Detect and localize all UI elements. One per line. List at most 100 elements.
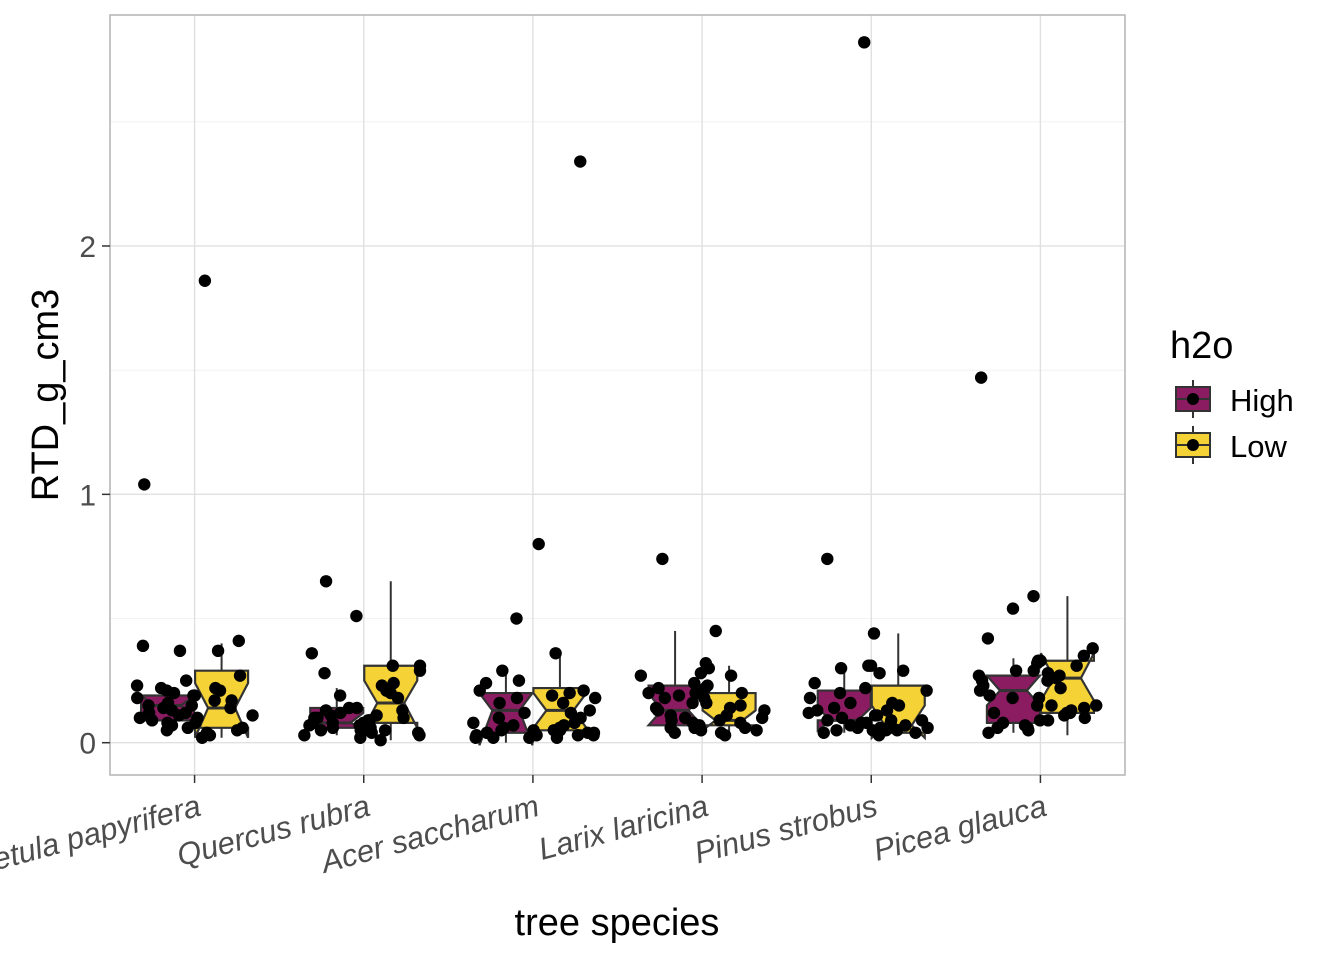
- data-point: [834, 662, 848, 675]
- data-point: [981, 632, 995, 645]
- data-point: [326, 721, 340, 735]
- data-point: [678, 711, 692, 725]
- data-point: [1090, 699, 1103, 712]
- data-point: [868, 709, 882, 722]
- y-tick-label: 1: [79, 479, 96, 512]
- gridlines: [110, 15, 1125, 775]
- data-point: [734, 716, 747, 730]
- data-point: [350, 609, 363, 623]
- data-point: [974, 371, 988, 384]
- data-point: [232, 634, 245, 648]
- data-point: [649, 701, 663, 715]
- data-point: [873, 666, 886, 680]
- data-point: [701, 679, 714, 692]
- data-point: [185, 699, 199, 712]
- data-point: [311, 711, 324, 725]
- data-point: [723, 701, 737, 715]
- x-tick-label: Larix laricina: [535, 788, 712, 867]
- data-point: [583, 704, 596, 717]
- data-point: [179, 674, 193, 687]
- data-point: [833, 686, 847, 700]
- data-point: [1034, 654, 1047, 667]
- data-point: [1027, 589, 1040, 603]
- data-point: [983, 689, 996, 702]
- data-point: [688, 676, 701, 690]
- data-point: [246, 709, 259, 722]
- data-point: [413, 729, 426, 742]
- data-point: [830, 724, 843, 737]
- data-point: [378, 724, 392, 737]
- data-point: [208, 694, 221, 707]
- data-point: [835, 711, 849, 725]
- legend-entry-low: Low: [1175, 426, 1287, 464]
- data-point: [138, 478, 151, 491]
- data-point: [233, 669, 247, 682]
- data-point: [1045, 699, 1058, 712]
- data-point: [1032, 691, 1046, 705]
- data-point: [896, 664, 910, 677]
- legend-entry-high: High: [1175, 380, 1294, 418]
- data-point: [314, 724, 328, 737]
- data-point: [1086, 642, 1099, 655]
- data-point: [492, 711, 506, 725]
- data-point: [161, 716, 174, 730]
- data-point: [1077, 701, 1091, 715]
- data-point: [808, 676, 821, 690]
- data-point: [1006, 602, 1020, 615]
- legend-title: h2o: [1170, 325, 1233, 367]
- data-point: [755, 711, 769, 725]
- data-point: [203, 729, 217, 742]
- data-point: [574, 711, 587, 725]
- y-tick-label: 0: [79, 728, 96, 761]
- data-point: [700, 696, 713, 710]
- data-point: [688, 721, 701, 735]
- data-point: [1054, 681, 1067, 695]
- data-point: [225, 694, 238, 707]
- data-point: [699, 657, 713, 670]
- data-point: [318, 666, 331, 680]
- data-point: [319, 575, 333, 588]
- legend-label: Low: [1230, 429, 1287, 464]
- data-point: [532, 537, 545, 551]
- data-point: [298, 729, 311, 742]
- data-point: [734, 699, 747, 712]
- data-point: [735, 686, 749, 700]
- data-point: [859, 681, 872, 695]
- y-tick-label: 2: [79, 231, 96, 264]
- data-point: [1027, 664, 1040, 677]
- data-point: [915, 714, 929, 727]
- data-point: [397, 711, 410, 725]
- data-point: [862, 659, 875, 672]
- data-point: [487, 731, 500, 744]
- data-point: [165, 704, 179, 717]
- data-point: [860, 716, 873, 730]
- data-point: [574, 155, 587, 168]
- data-point: [523, 731, 536, 744]
- data-point: [634, 669, 648, 682]
- data-point: [130, 679, 144, 692]
- data-point: [867, 627, 881, 640]
- jitter-points: [130, 36, 1103, 747]
- data-point: [1070, 659, 1083, 672]
- data-point: [1060, 706, 1074, 720]
- data-point: [890, 724, 904, 737]
- data-point: [518, 706, 531, 720]
- data-point: [496, 664, 509, 677]
- data-point: [470, 729, 483, 742]
- data-point: [231, 724, 244, 737]
- data-point: [145, 714, 159, 727]
- data-point: [672, 689, 686, 702]
- data-point: [975, 674, 989, 687]
- data-point: [1041, 714, 1055, 727]
- data-point: [817, 726, 830, 739]
- data-point: [160, 684, 173, 697]
- data-point: [1041, 666, 1055, 680]
- data-point: [563, 686, 576, 700]
- plot-border: [109, 14, 1126, 776]
- x-tick-label: Pinus strobus: [691, 788, 881, 870]
- data-point: [479, 676, 493, 690]
- data-point: [384, 686, 397, 700]
- data-point: [686, 696, 699, 710]
- data-point: [884, 714, 898, 727]
- data-point: [750, 724, 763, 737]
